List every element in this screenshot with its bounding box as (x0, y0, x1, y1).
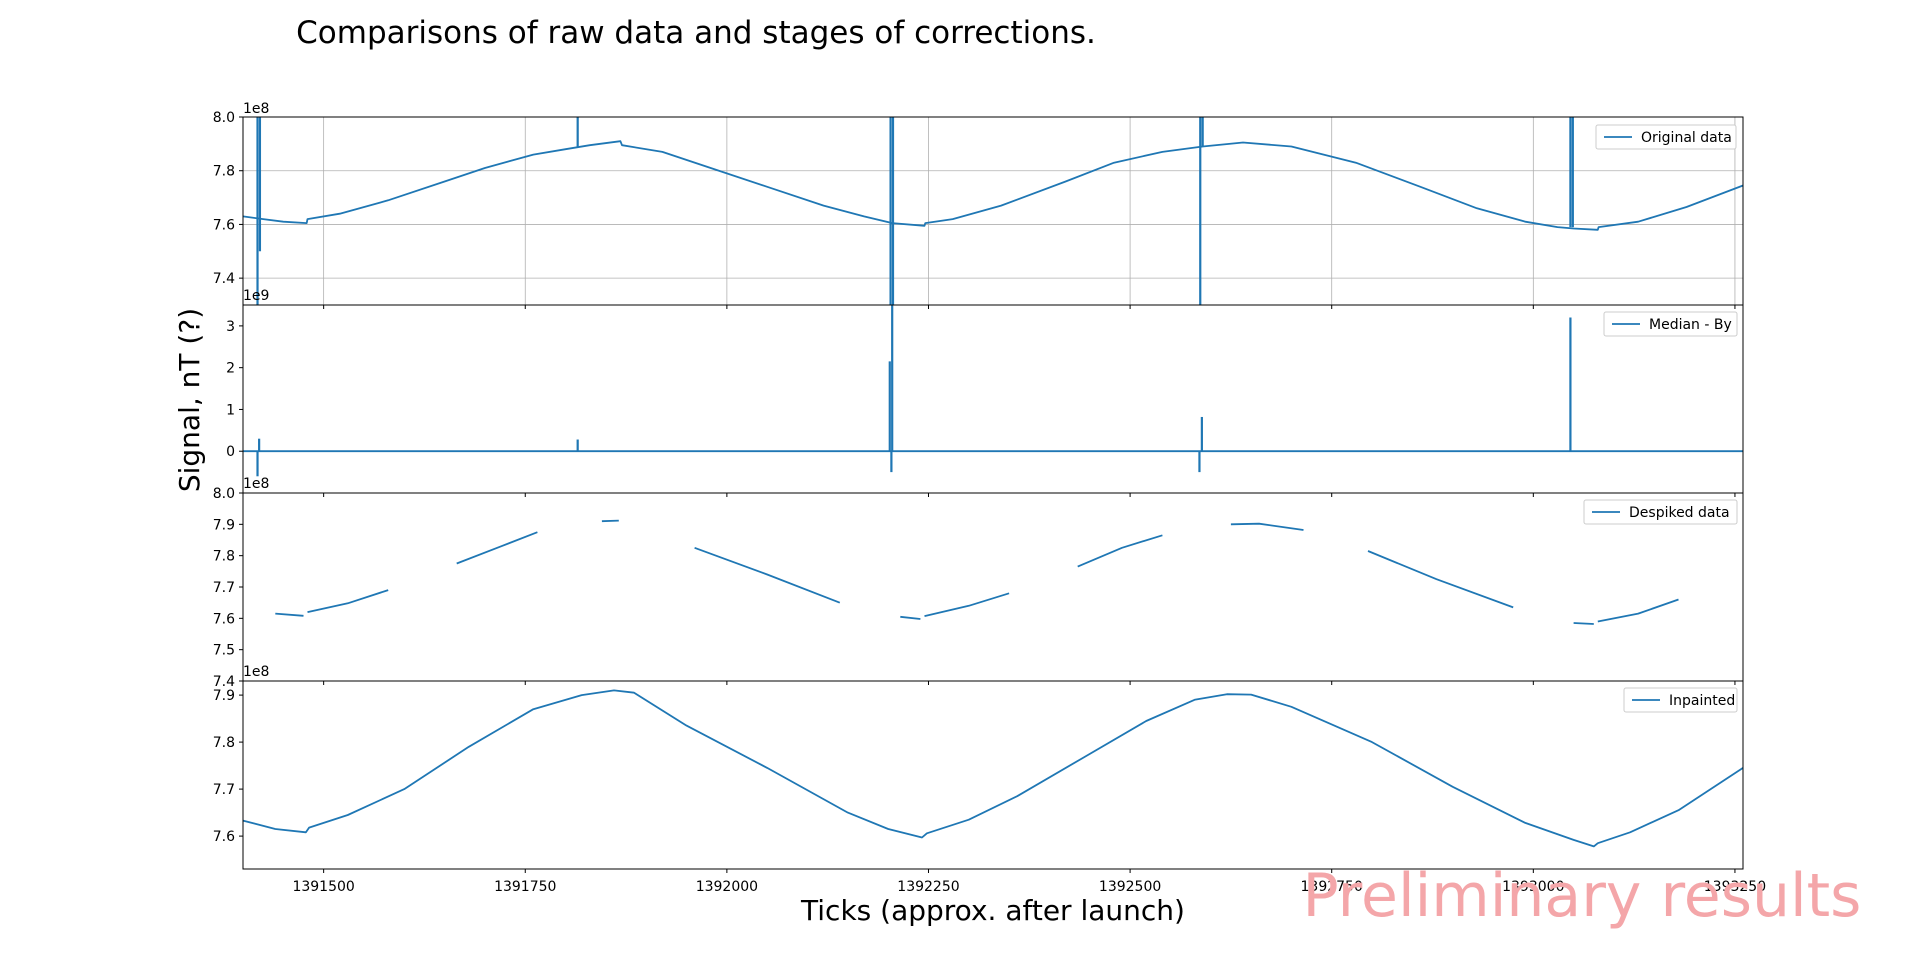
x-tick-label-5: 1392750 (1301, 879, 1363, 895)
y-tick-label-inpainted-0: 7.6 (213, 829, 235, 845)
offset-label-despiked: 1e8 (243, 476, 269, 492)
x-tick-label-1: 1391750 (494, 879, 556, 895)
frame-median (242, 304, 1744, 494)
series-line-despiked-segment-4 (694, 546, 841, 604)
series-inpainted (242, 689, 1744, 848)
y-tick-label-original-1: 7.6 (213, 217, 235, 233)
y-tick-label-median-0: 0 (226, 444, 235, 460)
y-axis-label: Signal, nT (?) (173, 308, 206, 492)
yticks-original: 7.4 7.6 7.8 8.0 (213, 110, 243, 287)
legend-box-inpainted (1623, 687, 1738, 713)
series-line-despiked-segment-0 (275, 612, 304, 617)
series-line-despiked-segment-1 (307, 589, 389, 613)
frame-inpainted (242, 680, 1744, 870)
series-median (243, 305, 1743, 477)
legend-text-original: Original data (1641, 130, 1732, 146)
legend-text-inpainted: Inpainted (1669, 693, 1735, 709)
series-line-despiked-segment-7 (1077, 534, 1163, 568)
legend-text-despiked: Despiked data (1629, 505, 1730, 521)
y-tick-label-original-3: 8.0 (213, 110, 235, 126)
legend-text-median: Median - By (1649, 317, 1732, 333)
series-original (242, 117, 1744, 305)
y-tick-label-despiked-6: 8.0 (213, 486, 235, 502)
series-line-inpainted (242, 689, 1744, 848)
legend-despiked: Despiked data (1583, 499, 1738, 525)
figure-title: Comparisons of raw data and stages of co… (296, 15, 1096, 51)
x-tick-label-4: 1392500 (1099, 879, 1161, 895)
x-tick-label-2: 1392000 (696, 879, 758, 895)
series-line-original (242, 140, 1744, 231)
y-tick-label-median-2: 2 (226, 361, 235, 377)
yticks-median: 0 1 2 3 (226, 319, 243, 460)
yticks-inpainted: 7.6 7.7 7.8 7.9 (213, 688, 243, 845)
offset-label-original: 1e8 (243, 101, 269, 117)
series-line-despiked-segment-2 (456, 531, 538, 565)
series-line-despiked-segment-9 (1367, 550, 1514, 609)
grid-original (243, 116, 1743, 305)
series-line-despiked-segment-10 (1573, 622, 1594, 625)
offset-label-inpainted: 1e8 (243, 664, 269, 680)
series-line-despiked-segment-8 (1230, 522, 1304, 531)
y-tick-label-inpainted-3: 7.9 (213, 688, 235, 704)
y-tick-label-original-0: 7.4 (213, 271, 235, 287)
watermark: Preliminary results (1303, 861, 1862, 931)
panel-original: 7.4 7.6 7.8 8.0 1e8 Original data (213, 101, 1744, 309)
legend-box-original (1595, 124, 1737, 150)
panel-inpainted: 7.6 7.7 7.8 7.9 1391500 1391750 1392000 139225… (213, 664, 1766, 895)
panel-median: 0 1 2 3 1e9 Median - By (226, 288, 1744, 497)
frame-despiked (242, 492, 1744, 682)
y-tick-label-median-3: 3 (226, 319, 235, 335)
y-tick-label-despiked-3: 7.7 (213, 580, 235, 596)
y-tick-label-inpainted-2: 7.8 (213, 735, 235, 751)
xticks-despiked (323, 681, 1736, 685)
legend-box-despiked (1583, 499, 1738, 525)
xticks-median (323, 493, 1736, 497)
series-line-despiked-segment-11 (1597, 598, 1679, 623)
series-despiked (275, 519, 1679, 625)
y-tick-label-despiked-1: 7.5 (213, 643, 235, 659)
yticks-despiked: 7.4 7.5 7.6 7.7 7.8 7.9 8.0 (213, 486, 243, 690)
legend-original: Original data (1595, 124, 1737, 150)
panel-despiked: 7.4 7.5 7.6 7.7 7.8 7.9 8.0 1e8 Despiked data (213, 476, 1744, 690)
y-tick-label-median-1: 1 (226, 402, 235, 418)
series-line-despiked-segment-5 (900, 615, 921, 620)
x-tick-label-0: 1391500 (292, 879, 354, 895)
y-tick-label-original-2: 7.8 (213, 164, 235, 180)
y-tick-label-despiked-2: 7.6 (213, 611, 235, 627)
offset-label-median: 1e9 (243, 288, 269, 304)
legend-median: Median - By (1603, 311, 1738, 337)
x-tick-label-6: 1393000 (1502, 879, 1564, 895)
series-line-despiked-segment-6 (924, 592, 1010, 617)
xticks-inpainted: 1391500 1391750 1392000 1392250 1392500 13927… (292, 869, 1766, 895)
x-tick-label-3: 1392250 (897, 879, 959, 895)
series-line-despiked-segment-3 (601, 519, 619, 523)
y-tick-label-despiked-5: 7.9 (213, 517, 235, 533)
y-tick-label-despiked-4: 7.8 (213, 549, 235, 565)
y-tick-label-despiked-0: 7.4 (213, 674, 235, 690)
y-tick-label-inpainted-1: 7.7 (213, 782, 235, 798)
legend-inpainted: Inpainted (1623, 687, 1738, 713)
x-tick-label-7: 1393250 (1704, 879, 1766, 895)
x-axis-label: Ticks (approx. after launch) (800, 894, 1185, 927)
frame-original (242, 116, 1744, 306)
xticks-original (323, 305, 1736, 309)
legend-box-median (1603, 311, 1738, 337)
